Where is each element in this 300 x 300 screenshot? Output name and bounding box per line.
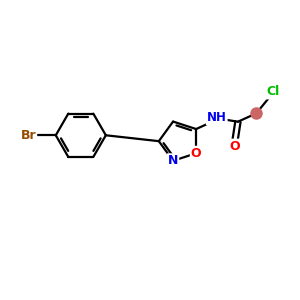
Text: O: O [191,147,201,160]
Text: O: O [230,140,240,153]
Text: N: N [168,154,178,167]
Text: Cl: Cl [266,85,280,98]
Text: NH: NH [207,111,227,124]
Text: Br: Br [21,129,36,142]
